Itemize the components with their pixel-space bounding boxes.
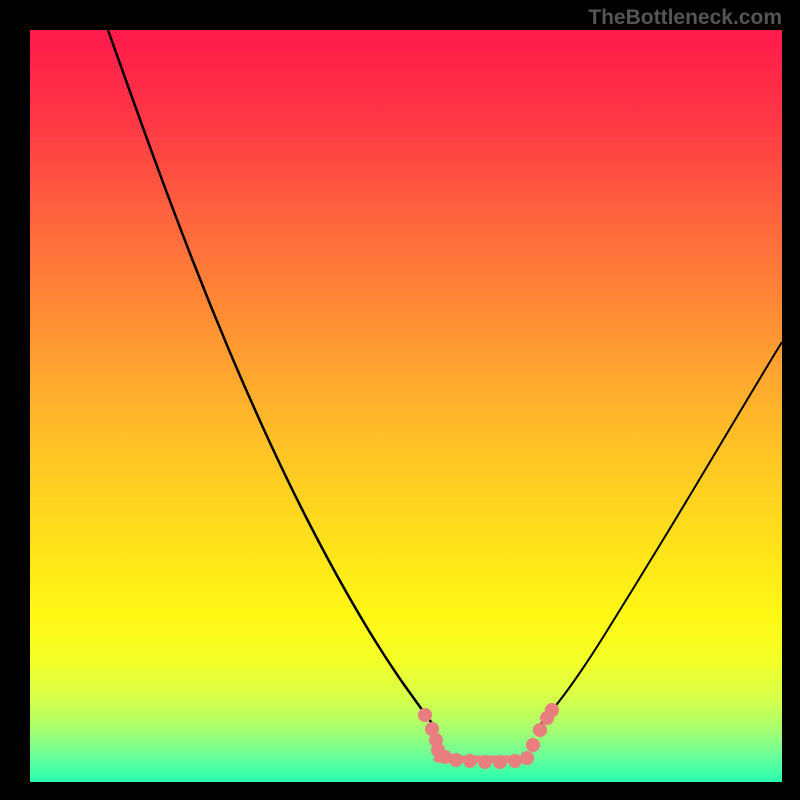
- data-markers: [418, 703, 559, 769]
- data-marker: [418, 708, 432, 722]
- data-marker: [526, 738, 540, 752]
- watermark-text: TheBottleneck.com: [588, 6, 782, 30]
- data-marker: [545, 703, 559, 717]
- data-marker: [520, 751, 534, 765]
- data-marker: [508, 754, 522, 768]
- data-marker: [449, 753, 463, 767]
- left-bottleneck-curve: [108, 30, 434, 726]
- right-bottleneck-curve: [540, 342, 782, 725]
- data-marker: [463, 754, 477, 768]
- data-marker: [493, 755, 507, 769]
- data-marker: [533, 723, 547, 737]
- data-marker: [478, 755, 492, 769]
- curve-overlay: [0, 0, 800, 800]
